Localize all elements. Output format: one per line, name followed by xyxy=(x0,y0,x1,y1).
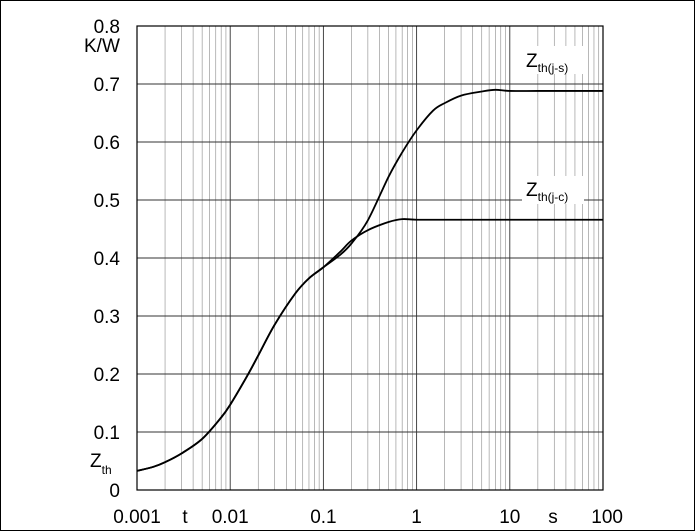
y-tick-label: 0.4 xyxy=(94,249,121,270)
grid-major xyxy=(136,25,604,491)
y-tick-label: 0 xyxy=(109,481,120,502)
y-unit-label: K/W xyxy=(84,36,120,57)
legend-jc-sub: th(j-c) xyxy=(538,190,569,204)
y-tick-labels: 0 0.1 0.2 0.3 0.4 0.5 0.6 0.7 0.8 xyxy=(94,17,121,502)
y-axis-label-main: Z xyxy=(90,451,102,472)
legend-js-label: Zth(j-s) xyxy=(526,51,568,75)
y-axis-label-sub: th xyxy=(102,463,112,477)
y-tick-label: 0.7 xyxy=(94,75,120,96)
y-tick-label: 0.3 xyxy=(94,307,120,328)
x-tick-label: 100 xyxy=(591,507,623,528)
y-tick-label: 0.6 xyxy=(94,133,120,154)
x-tick-label: 10 xyxy=(499,507,520,528)
legend-js-bg xyxy=(522,46,588,74)
y-axis-label: Zth xyxy=(90,451,112,477)
y-tick-label: 0.5 xyxy=(94,191,120,212)
x-tick-label: 0.001 xyxy=(113,507,161,528)
x-tick-label: 0.1 xyxy=(310,507,336,528)
x-unit-label: s xyxy=(548,507,558,528)
x-axis-label: t xyxy=(182,507,188,528)
legend-jc-bg xyxy=(522,176,584,204)
series-layer xyxy=(136,88,603,472)
y-tick-label: 0.8 xyxy=(94,17,120,38)
plot-border xyxy=(136,25,604,491)
y-tick-label: 0.2 xyxy=(94,365,120,386)
x-tick-label: 0.01 xyxy=(212,507,249,528)
legend-jc-main: Z xyxy=(526,180,538,201)
x-tick-label: 1 xyxy=(411,507,422,528)
series-line-zth-js xyxy=(136,88,603,472)
series-line-zth-jc xyxy=(136,218,603,472)
x-tick-labels: 0.001 0.01 0.1 1 10 100 xyxy=(113,507,623,528)
y-tick-label: 0.1 xyxy=(94,423,120,444)
legend-js-main: Z xyxy=(526,51,538,72)
legend-js-sub: th(j-s) xyxy=(538,61,569,75)
legend-jc-label: Zth(j-c) xyxy=(526,180,568,204)
